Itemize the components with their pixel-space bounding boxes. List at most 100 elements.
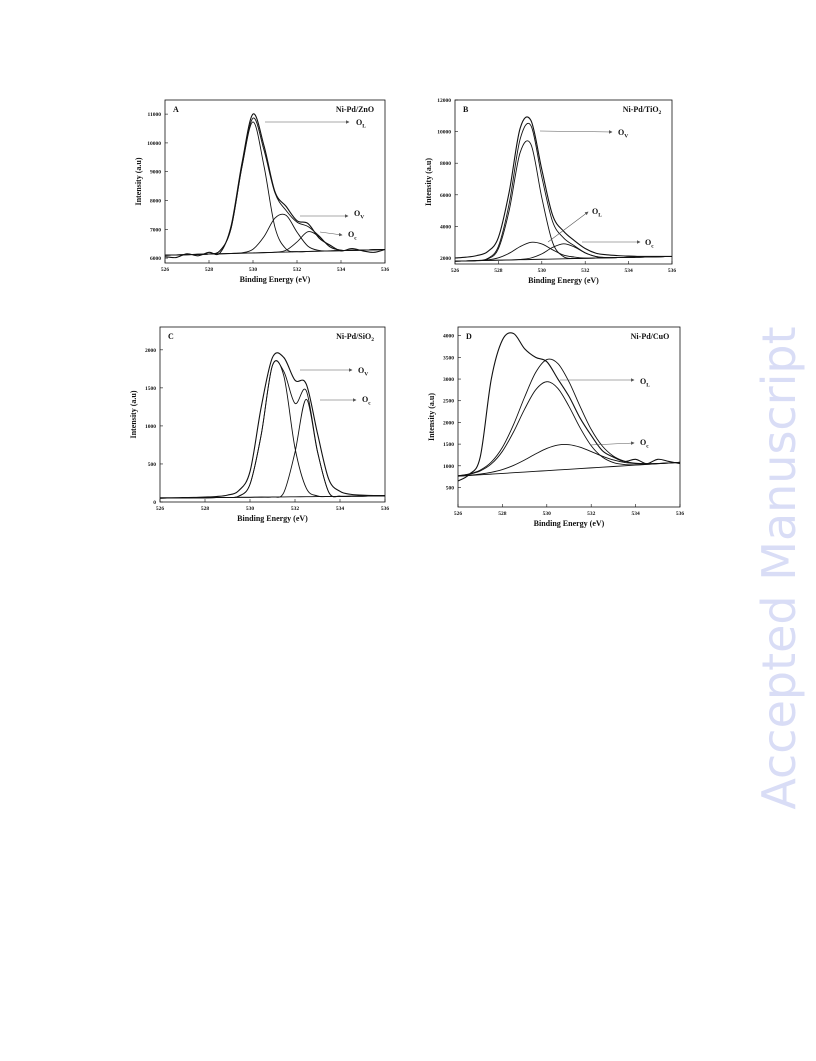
x-tick-label: 536 (676, 511, 685, 517)
x-tick-label: 528 (494, 268, 503, 274)
x-tick-label: 534 (336, 506, 345, 512)
plot-frame (159, 326, 386, 503)
y-tick-label: 4000 (443, 334, 454, 340)
annotation-label: OL (356, 118, 366, 130)
y-tick-label: 2000 (145, 348, 156, 354)
x-axis-label: Binding Energy (eV) (528, 276, 599, 285)
annotation-label: OV (354, 209, 364, 221)
x-tick-label: 530 (538, 268, 547, 274)
annotation-subscript: L (598, 213, 602, 219)
panel-title: Ni-Pd/ZnO (336, 105, 374, 114)
spectrum-line (160, 360, 385, 499)
spectrum-line (160, 352, 385, 499)
y-tick-label: 1000 (145, 424, 156, 430)
y-tick-label: 3500 (443, 355, 454, 361)
title-text: Ni-Pd/ZnO (336, 105, 374, 114)
panel-title: Ni-Pd/SiO2 (336, 332, 374, 343)
panel-letter: A (173, 105, 179, 114)
annotation-arrow (589, 441, 635, 446)
panel-letter: B (463, 105, 469, 114)
x-tick-label: 526 (161, 267, 170, 273)
title-subscript: 2 (371, 337, 374, 343)
x-tick-label: 536 (668, 268, 677, 274)
y-tick-label: 7000 (150, 227, 161, 233)
y-tick-label: 1500 (443, 442, 454, 448)
annotation-label: OV (358, 366, 368, 378)
annotation-text: O (618, 128, 624, 137)
y-tick-label: 2000 (440, 256, 451, 262)
x-tick-label: 526 (156, 506, 165, 512)
x-tick-label: 534 (337, 267, 346, 273)
title-text: Ni-Pd/SiO (336, 332, 371, 341)
panel-letter: D (466, 332, 472, 341)
y-tick-label: 500 (446, 485, 455, 491)
annotation-arrow (319, 231, 343, 237)
y-tick-label: 8000 (440, 161, 451, 167)
spectrum-line (455, 140, 672, 262)
x-tick-label: 526 (454, 511, 463, 517)
x-tick-label: 530 (249, 267, 258, 273)
y-tick-label: 10000 (147, 141, 161, 147)
plot-frame (457, 326, 681, 508)
annotation-subscript: c (368, 401, 371, 407)
y-tick-label: 1000 (443, 464, 454, 470)
annotation-label: OL (592, 207, 602, 219)
y-tick-label: 11000 (148, 112, 162, 118)
y-tick-label: 2000 (443, 420, 454, 426)
spectrum-line (455, 122, 672, 262)
watermark: Accepted Manuscript (752, 326, 806, 809)
annotation-subscript: V (624, 134, 628, 140)
annotation-text: O (592, 207, 598, 216)
annotation-subscript: V (360, 215, 364, 221)
y-tick-label: 12000 (437, 98, 451, 104)
annotation-label: Oc (348, 230, 357, 242)
annotation-label: Oc (645, 238, 654, 250)
spectrum-line (458, 332, 680, 482)
y-axis-label: Intensity (a.u) (427, 393, 436, 441)
panel-letter: C (168, 332, 174, 341)
plot-frame (164, 99, 386, 264)
y-tick-label: 9000 (150, 170, 161, 176)
x-axis-label: Binding Energy (eV) (534, 519, 605, 528)
plot-frame (454, 99, 673, 265)
annotation-text: O (645, 238, 651, 247)
x-tick-label: 526 (451, 268, 460, 274)
x-tick-label: 536 (381, 506, 390, 512)
annotation-text: O (356, 118, 362, 127)
annotation-text: O (354, 209, 360, 218)
y-tick-label: 8000 (150, 199, 161, 205)
annotation-arrow (547, 211, 589, 243)
x-tick-label: 534 (631, 511, 640, 517)
x-tick-label: 528 (205, 267, 214, 273)
x-tick-label: 532 (587, 511, 596, 517)
spectrum-line (165, 249, 385, 256)
annotation-text: O (348, 230, 354, 239)
x-tick-label: 528 (201, 506, 210, 512)
annotation-subscript: L (646, 383, 650, 389)
annotation-subscript: c (354, 236, 357, 242)
chart-panel: 526 528 530 532 534 536 500 1000 1500 2000 2500 300… (427, 326, 685, 528)
panel-title: Ni-Pd/TiO2 (623, 105, 662, 116)
panel-title: Ni-Pd/CuO (631, 332, 670, 341)
annotation-label: Oc (640, 438, 649, 450)
title-subscript: 2 (659, 110, 662, 116)
y-tick-label: 4000 (440, 224, 451, 230)
x-tick-label: 532 (293, 267, 302, 273)
y-tick-label: 0 (153, 500, 156, 506)
spectrum-line (458, 461, 680, 477)
annotation-text: O (358, 366, 364, 375)
chart-panel: 526 528 530 532 534 536 6000 7000 8000 9000 10000 1… (134, 99, 390, 284)
y-axis-label: Intensity (a.u) (424, 158, 433, 206)
spectrum-line (160, 495, 385, 499)
y-axis-label: Intensity (a.u) (129, 390, 138, 438)
x-tick-label: 536 (381, 267, 390, 273)
y-tick-label: 10000 (437, 130, 451, 136)
x-axis-label: Binding Energy (eV) (237, 514, 308, 523)
y-tick-label: 3000 (443, 377, 454, 383)
x-tick-label: 530 (543, 511, 552, 517)
annotation-subscript: c (651, 244, 654, 250)
annotation-arrow (539, 130, 613, 134)
annotation-subscript: c (646, 444, 649, 450)
annotation-subscript: L (362, 124, 366, 130)
